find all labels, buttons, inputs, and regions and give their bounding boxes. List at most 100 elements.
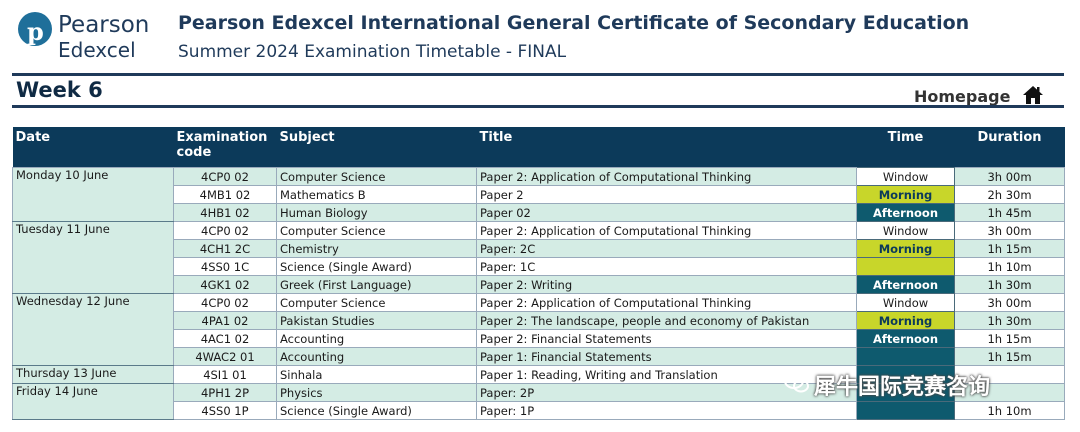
title-cell: Paper 2: Application of Computational Th… [476,221,857,240]
duration-cell: 1h 10m [954,401,1065,420]
title-cell: Paper 2: Financial Statements [476,329,857,348]
time-cell: Afternoon [856,275,955,294]
duration-cell: 3h 00m [954,221,1065,240]
homepage-link[interactable]: Homepage [914,87,1011,106]
divider-bottom [12,105,1064,108]
table-header-row: Date Examination code Subject Title Time … [12,127,1065,168]
title-cell: Paper 2 [476,185,857,204]
time-cell: Morning [856,239,955,258]
table-row: 4CH1 2C Chemistry Paper: 2C Morning 1h 15m [13,239,1065,258]
subject-cell: Computer Science [276,293,477,312]
time-cell [856,365,955,384]
week-heading: Week 6 [16,78,103,102]
time-cell: Afternoon [856,329,955,348]
col-duration: Duration [954,127,1065,168]
pearson-logo: p Pearson Edexcel [18,10,149,62]
subject-cell: Human Biology [276,203,477,222]
document-subtitle: Summer 2024 Examination Timetable - FINA… [178,42,567,62]
exam-code-cell: 4PA1 02 [173,311,277,330]
exam-code-cell: 4CP0 02 [173,221,277,240]
time-cell: Window [856,221,955,240]
col-subject: Subject [276,127,477,168]
col-time: Time [856,127,955,168]
subject-cell: Accounting [276,347,477,366]
exam-code-cell: 4AC1 02 [173,329,277,348]
table-row: 4MB1 02 Mathematics B Paper 2 Morning 2h 30m [13,185,1065,204]
duration-cell: 3h 00m [954,167,1065,186]
title-cell: Paper 02 [476,203,857,222]
home-icon[interactable] [1022,85,1044,105]
date-cell: Tuesday 11 June [12,221,174,294]
exam-code-cell: 4HB1 02 [173,203,277,222]
title-cell: Paper: 2C [476,239,857,258]
time-cell: Morning [856,185,955,204]
logo-name: Pearson [58,12,150,38]
duration-cell: 1h 30m [954,275,1065,294]
duration-cell: 1h 15m [954,329,1065,348]
col-title: Title [476,127,857,168]
time-cell: Afternoon [856,203,955,222]
exam-code-cell: 4CP0 02 [173,167,277,186]
table-row: Tuesday 11 June 4CP0 02 Computer Science Pa… [12,221,1065,294]
duration-cell: 3h 00m [954,293,1065,312]
divider-top [12,73,1064,76]
subject-cell: Greek (First Language) [276,275,477,294]
exam-code-cell: 4SI1 01 [173,365,277,384]
duration-cell: 1h 30m [954,311,1065,330]
subject-cell: Physics [276,383,477,402]
date-cell: Wednesday 12 June [12,293,174,366]
title-cell: Paper 2: Application of Computational Th… [476,293,857,312]
exam-code-cell: 4MB1 02 [173,185,277,204]
document-title: Pearson Edexcel International General Ce… [178,12,970,34]
subject-cell: Computer Science [276,167,477,186]
pearson-circle-icon: p [18,12,52,46]
time-cell: Window [856,293,955,312]
subject-cell: Accounting [276,329,477,348]
exam-code-cell: 4PH1 2P [173,383,277,402]
time-cell [856,257,955,276]
table-row: Friday 14 June 4PH1 2P Physics Paper: 2P [12,383,1065,420]
subject-cell: Pakistan Studies [276,311,477,330]
title-cell: Paper: 1P [476,401,857,420]
subject-cell: Computer Science [276,221,477,240]
table-row: 4PA1 02 Pakistan Studies Paper 2: The land… [13,311,1065,330]
duration-cell [954,365,1065,384]
title-cell: Paper: 1C [476,257,857,276]
time-cell [856,383,955,402]
duration-cell: 1h 15m [954,347,1065,366]
time-cell [856,347,955,366]
exam-code-cell: 4CH1 2C [173,239,277,258]
watermark-text: 犀牛国际竞赛咨询 [814,375,991,400]
table-row: 4SS0 1P Science (Single Award) Paper: 1P 1h… [13,401,1065,420]
duration-cell: 1h 45m [954,203,1065,222]
subject-cell: Sinhala [276,365,477,384]
title-cell: Paper 1: Financial Statements [476,347,857,366]
exam-code-cell: 4WAC2 01 [173,347,277,366]
table-row: Monday 10 June 4CP0 02 Computer Science Pap… [12,167,1065,222]
table-row: 4HB1 02 Human Biology Paper 02 Afternoon 1h … [13,203,1065,222]
exam-code-cell: 4GK1 02 [173,275,277,294]
duration-cell [954,383,1065,402]
duration-cell: 2h 30m [954,185,1065,204]
wechat-icon [784,373,809,393]
time-cell [856,401,955,420]
col-code: Examination code [173,127,277,168]
title-cell: Paper 2: Writing [476,275,857,294]
date-cell: Friday 14 June [12,383,174,420]
duration-cell: 1h 15m [954,239,1065,258]
exam-code-cell: 4CP0 02 [173,293,277,312]
duration-cell: 1h 10m [954,257,1065,276]
table-row: Wednesday 12 June 4CP0 02 Computer Science… [12,293,1065,366]
title-cell: Paper 2: The landscape, people and econo… [476,311,857,330]
time-cell: Window [856,167,955,186]
subject-cell: Mathematics B [276,185,477,204]
timetable-body: Monday 10 June 4CP0 02 Computer Science Pap… [12,167,1065,420]
subject-cell: Science (Single Award) [276,257,477,276]
date-cell: Thursday 13 June [12,365,174,384]
exam-code-cell: 4SS0 1C [173,257,277,276]
table-row: 4AC1 02 Accounting Paper 2: Financial Stat… [13,329,1065,348]
title-cell: Paper 2: Application of Computational Th… [476,167,857,186]
subject-cell: Chemistry [276,239,477,258]
exam-code-cell: 4SS0 1P [173,401,277,420]
time-cell: Morning [856,311,955,330]
